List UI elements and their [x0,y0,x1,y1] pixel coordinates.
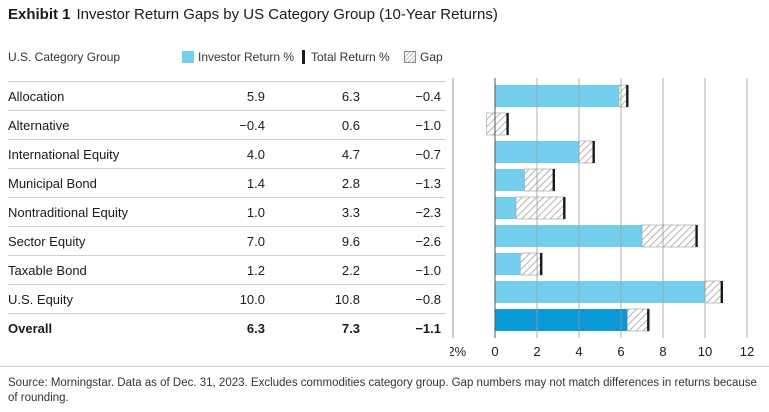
table-row: Municipal Bond 1.4 2.8 −1.3 [8,169,445,198]
category-cell: International Equity [8,147,120,162]
legend-gap-label: Gap [420,50,443,64]
gap-bar [515,196,565,220]
investor-return-cell: 6.3 [246,321,265,336]
investor-return-cell: 10.0 [239,292,265,307]
total-return-cell: 9.6 [341,234,360,249]
table-row: U.S. Equity 10.0 10.8 −0.8 [8,285,445,314]
total-return-cell: 10.8 [334,292,360,307]
gap-cell: −1.0 [415,118,441,133]
total-return-marker [720,281,723,303]
gap-cell: −1.3 [415,176,441,191]
category-column-header: U.S. Category Group [8,50,121,64]
gap-bar [524,168,555,192]
total-marker-icon [302,50,305,64]
investor-bar [495,253,521,275]
x-tick-label: 10 [698,344,712,358]
gap-cell: −2.6 [415,234,441,249]
legend-total: Total Return % [302,50,390,64]
investor-return-cell: 1.4 [246,176,265,191]
total-return-marker [592,141,595,163]
x-tick-label: 8 [659,344,666,358]
total-return-marker [626,85,629,107]
exhibit-label: Exhibit 1 [8,6,71,23]
legend-investor-label: Investor Return % [198,50,295,64]
table-row: Taxable Bond 1.2 2.2 −1.0 [8,256,445,285]
total-return-marker [695,225,698,247]
gap-cell: −0.4 [415,89,441,104]
investor-bar [495,309,628,331]
title-text: Investor Return Gaps by US Category Grou… [76,6,498,23]
table-row: Alternative −0.4 0.6 −1.0 [8,111,445,140]
footer-rule [0,366,769,367]
gap-bar [627,308,649,332]
category-cell: Sector Equity [8,234,86,249]
total-return-cell: 3.3 [341,205,360,220]
total-return-cell: 4.7 [341,147,360,162]
total-return-marker [540,253,543,275]
data-table: Allocation 5.9 6.3 −0.4 Alternative −0.4 0.6 −1… [8,82,445,342]
total-return-marker [647,309,650,331]
x-tick-label: −2% [450,344,467,358]
table-row: Sector Equity 7.0 9.6 −2.6 [8,227,445,256]
legend-total-label: Total Return % [311,50,390,64]
gap-cell: −0.8 [415,292,441,307]
investor-bar [495,85,619,107]
gap-cell: −1.0 [415,263,441,278]
investor-return-cell: 1.2 [246,263,265,278]
gap-cell: −2.3 [415,205,441,220]
x-tick-label: 2 [533,344,540,358]
total-return-marker [563,197,566,219]
investor-return-cell: 5.9 [246,89,265,104]
investor-return-cell: 4.0 [246,147,265,162]
x-tick-label: 0 [491,344,498,358]
investor-bar [495,281,705,303]
gap-bar [519,252,542,276]
gap-bar [641,224,697,248]
investor-bar [495,169,525,191]
investor-swatch-icon [182,51,194,63]
total-return-marker [506,113,509,135]
investor-bar [495,197,516,219]
category-cell: Alternative [8,118,70,133]
gap-bar [618,84,628,108]
table-top-rule [8,81,445,82]
investor-return-cell: 7.0 [246,234,265,249]
category-cell: Taxable Bond [8,263,87,278]
gap-bar [704,280,723,304]
table-row: International Equity 4.0 4.7 −0.7 [8,140,445,169]
table-row: Overall 6.3 7.3 −1.1 [8,314,445,342]
gap-bar [486,112,508,136]
total-return-cell: 7.3 [341,321,360,336]
category-cell: Municipal Bond [8,176,97,191]
x-tick-label: 12 [740,344,754,358]
investor-bar [495,225,642,247]
bar-chart: −2% 0 2 4 6 8 10 12 [450,78,754,358]
total-return-marker [552,169,555,191]
investor-return-cell: −0.4 [239,118,265,133]
legend-gap: Gap [404,50,443,64]
legend-investor: Investor Return % [182,50,294,64]
category-cell: U.S. Equity [8,292,74,307]
category-cell: Allocation [8,89,65,104]
gap-bar [578,140,594,164]
table-row: Nontraditional Equity 1.0 3.3 −2.3 [8,198,445,227]
total-return-cell: 2.2 [341,263,360,278]
category-cell: Nontraditional Equity [8,205,128,220]
gap-hatch-icon [404,51,416,63]
x-tick-label: 6 [617,344,624,358]
gap-cell: −0.7 [415,147,441,162]
investor-return-cell: 1.0 [246,205,265,220]
x-tick-label: 4 [575,344,582,358]
category-cell: Overall [8,321,53,336]
total-return-cell: 6.3 [341,89,360,104]
source-note: Source: Morningstar. Data as of Dec. 31,… [8,377,757,404]
chart-title: Exhibit 1 Investor Return Gaps by US Cate… [8,6,498,23]
gap-cell: −1.1 [415,321,441,336]
total-return-cell: 2.8 [341,176,360,191]
total-return-cell: 0.6 [341,118,360,133]
table-row: Allocation 5.9 6.3 −0.4 [8,82,445,111]
